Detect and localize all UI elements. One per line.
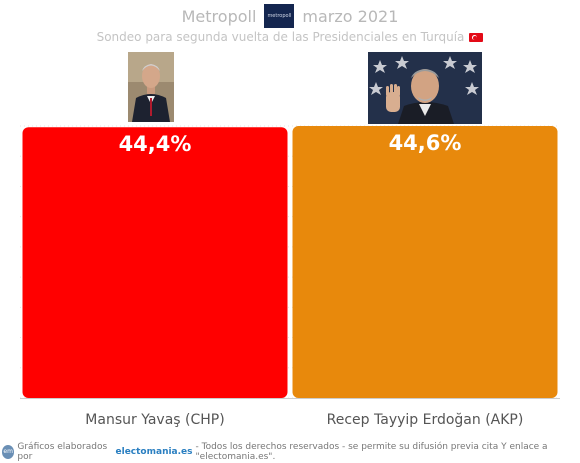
- turkey-flag-icon: [469, 33, 484, 42]
- metropoll-logo: metropoll: [264, 4, 295, 28]
- bar-akp: [292, 126, 558, 398]
- footer-suffix: - Todos los derechos reservados - se per…: [195, 441, 548, 462]
- category-label: Mansur Yavaş (CHP): [85, 412, 224, 428]
- footer: em Gráficos elaborados por electomania.e…: [0, 440, 580, 463]
- bar-chart: 44,4% Mansur Yavaş (CHP) 44,6% Recep Tayyip…: [20, 125, 560, 428]
- chart-subtitle: Sondeo para segunda vuelta de las Presid…: [0, 30, 580, 44]
- pollster-name: Metropoll: [181, 6, 257, 26]
- bar-value-label: 44,6%: [389, 131, 462, 155]
- candidate-photo-erdogan: [368, 52, 482, 124]
- title-row: Metropoll metropoll marzo 2021: [0, 4, 580, 28]
- subtitle-text: Sondeo para segunda vuelta de las Presid…: [96, 30, 465, 44]
- chart-header: Metropoll metropoll marzo 2021 Sondeo pa…: [0, 0, 580, 50]
- footer-site-link[interactable]: electomania.es: [115, 446, 193, 457]
- category-label: Recep Tayyip Erdoğan (AKP): [327, 412, 524, 428]
- bar-chp: [22, 127, 288, 399]
- electomania-logo: em: [2, 444, 15, 459]
- footer-prefix: Gráficos elaborados por: [17, 441, 108, 462]
- poll-date: marzo 2021: [302, 6, 399, 26]
- bar-value-label: 44,4%: [119, 132, 192, 156]
- candidate-photo-yavas: [128, 52, 174, 122]
